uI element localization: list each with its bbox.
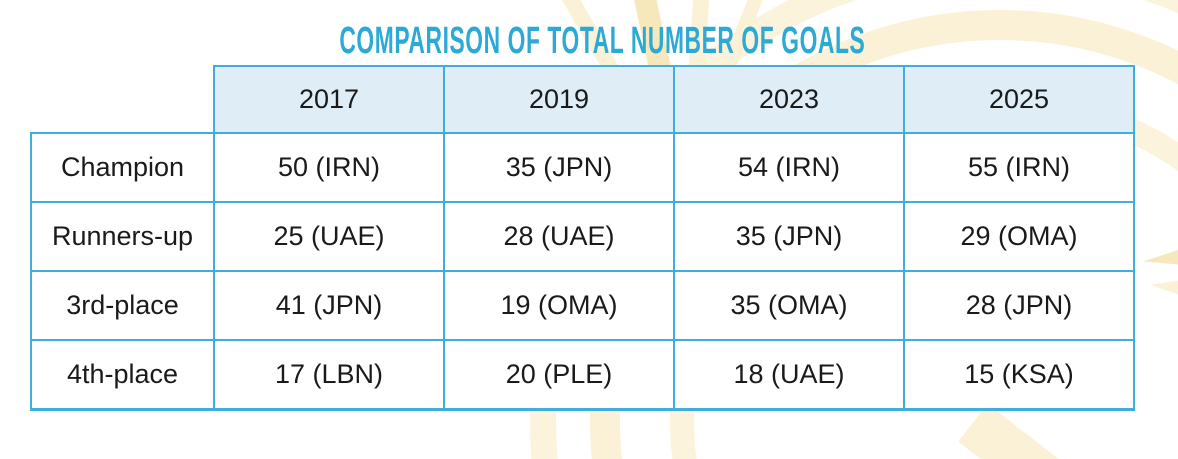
cell-champion-2019: 35 (JPN) [443,132,675,203]
table-row-champion: Champion 50 (IRN) 35 (JPN) 54 (IRN) 55 (… [30,132,1135,203]
cell-runners-up-2017: 25 (UAE) [213,201,445,272]
header-row: 2017 2019 2023 2025 [31,65,1135,134]
cell-3rd-place-2019: 19 (OMA) [443,270,675,341]
cell-4th-place-2025: 15 (KSA) [903,339,1135,411]
cell-champion-2017: 50 (IRN) [213,132,445,203]
page-title: COMPARISON OF TOTAL NUMBER OF GOALS [339,20,865,62]
title-container: COMPARISON OF TOTAL NUMBER OF GOALS [0,22,1178,60]
row-label-4th-place: 4th-place [30,339,215,411]
table-row-runners-up: Runners-up 25 (UAE) 28 (UAE) 35 (JPN) 29… [30,201,1135,272]
background-band-decoration [958,403,1122,459]
background-swoosh-decoration [1143,246,1178,266]
year-header-2017: 2017 [213,65,445,134]
row-label-champion: Champion [30,132,215,203]
cell-4th-place-2017: 17 (LBN) [213,339,445,411]
table-row-3rd-place: 3rd-place 41 (JPN) 19 (OMA) 35 (OMA) 28 … [30,270,1135,341]
row-label-runners-up: Runners-up [30,201,215,272]
corner-cell [31,66,214,133]
background-swoosh-decoration [1150,276,1178,304]
cell-runners-up-2023: 35 (JPN) [673,201,905,272]
cell-champion-2023: 54 (IRN) [673,132,905,203]
goals-comparison-table: 2017 2019 2023 2025 Champion 50 (IRN) 35… [30,65,1135,411]
table-row-4th-place: 4th-place 17 (LBN) 20 (PLE) 18 (UAE) 15 … [30,339,1135,411]
cell-3rd-place-2023: 35 (OMA) [673,270,905,341]
year-header-2023: 2023 [673,65,905,134]
row-label-3rd-place: 3rd-place [30,270,215,341]
cell-4th-place-2019: 20 (PLE) [443,339,675,411]
cell-3rd-place-2017: 41 (JPN) [213,270,445,341]
cell-runners-up-2019: 28 (UAE) [443,201,675,272]
cell-3rd-place-2025: 28 (JPN) [903,270,1135,341]
year-header-2019: 2019 [443,65,675,134]
cell-runners-up-2025: 29 (OMA) [903,201,1135,272]
cell-4th-place-2023: 18 (UAE) [673,339,905,411]
year-header-2025: 2025 [903,65,1135,134]
cell-champion-2025: 55 (IRN) [903,132,1135,203]
